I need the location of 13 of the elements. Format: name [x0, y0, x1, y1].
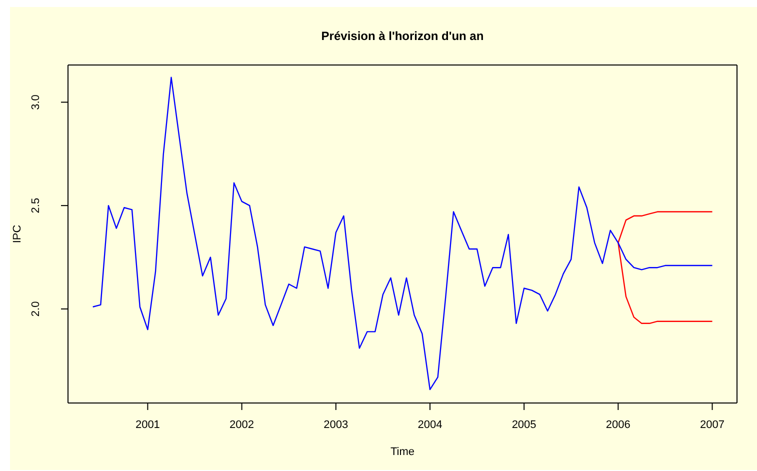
- y-tick-label: 2.0: [30, 301, 42, 317]
- y-axis-title: IPC: [12, 224, 24, 244]
- y-tick-label: 3.0: [30, 94, 42, 110]
- x-tick-label: 2006: [606, 418, 630, 431]
- x-tick-label: 2005: [512, 418, 536, 431]
- y-tick-label: 2.5: [30, 198, 42, 214]
- x-tick-label: 2001: [135, 418, 160, 431]
- x-tick-label: 2003: [324, 418, 348, 431]
- x-tick-label: 2004: [418, 418, 442, 431]
- x-tick-label: 2007: [700, 418, 724, 431]
- x-tick-label: 2002: [230, 418, 254, 431]
- x-axis-title: Time: [389, 446, 416, 459]
- chart-title: Prévision à l'horizon d'un an: [320, 29, 485, 43]
